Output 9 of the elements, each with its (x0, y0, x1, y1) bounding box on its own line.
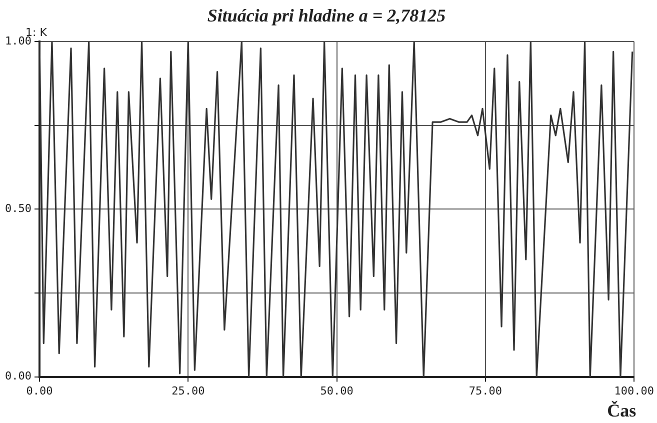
y-tick-label: 0.50 (4, 202, 32, 216)
x-tick-label: 0.00 (26, 384, 53, 398)
x-tick-label: 75.00 (468, 384, 502, 398)
y-tick-label: 0.00 (4, 370, 32, 383)
x-axis-title: Čas (607, 400, 636, 420)
x-tick-label: 100.00 (614, 384, 654, 398)
x-tick-label: 25.00 (172, 384, 205, 398)
x-tick-label: 50.00 (320, 384, 354, 398)
chart-title: Situácia pri hladine a = 2,78125 (207, 5, 446, 26)
